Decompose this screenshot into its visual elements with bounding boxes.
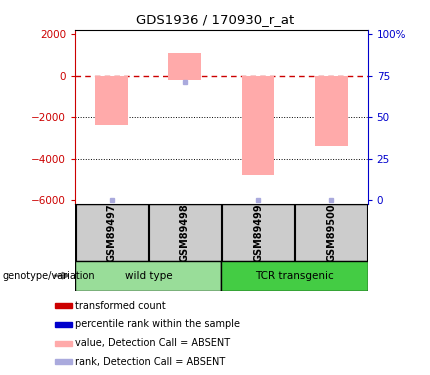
Text: genotype/variation: genotype/variation [2, 271, 95, 280]
Bar [149, 204, 221, 261]
Text: TCR transgenic: TCR transgenic [255, 271, 334, 280]
Bar [315, 76, 347, 146]
Bar [55, 303, 71, 308]
Bar [222, 204, 294, 261]
Bar [55, 341, 71, 345]
Bar [295, 204, 367, 261]
Bar [242, 76, 274, 176]
Bar [221, 261, 368, 291]
Text: value, Detection Call = ABSENT: value, Detection Call = ABSENT [74, 338, 230, 348]
Text: GSM89498: GSM89498 [180, 203, 190, 262]
Text: GSM89499: GSM89499 [253, 203, 263, 262]
Text: GDS1936 / 170930_r_at: GDS1936 / 170930_r_at [136, 13, 294, 26]
Bar [55, 322, 71, 327]
Text: rank, Detection Call = ABSENT: rank, Detection Call = ABSENT [74, 357, 225, 367]
Text: GSM89500: GSM89500 [326, 203, 336, 262]
Bar [55, 360, 71, 364]
Text: GSM89497: GSM89497 [107, 203, 117, 262]
Text: wild type: wild type [125, 271, 172, 280]
Bar [76, 204, 147, 261]
Bar [95, 76, 128, 126]
Text: transformed count: transformed count [74, 301, 165, 310]
Bar [75, 261, 221, 291]
Text: percentile rank within the sample: percentile rank within the sample [74, 320, 240, 329]
Bar [169, 53, 201, 80]
